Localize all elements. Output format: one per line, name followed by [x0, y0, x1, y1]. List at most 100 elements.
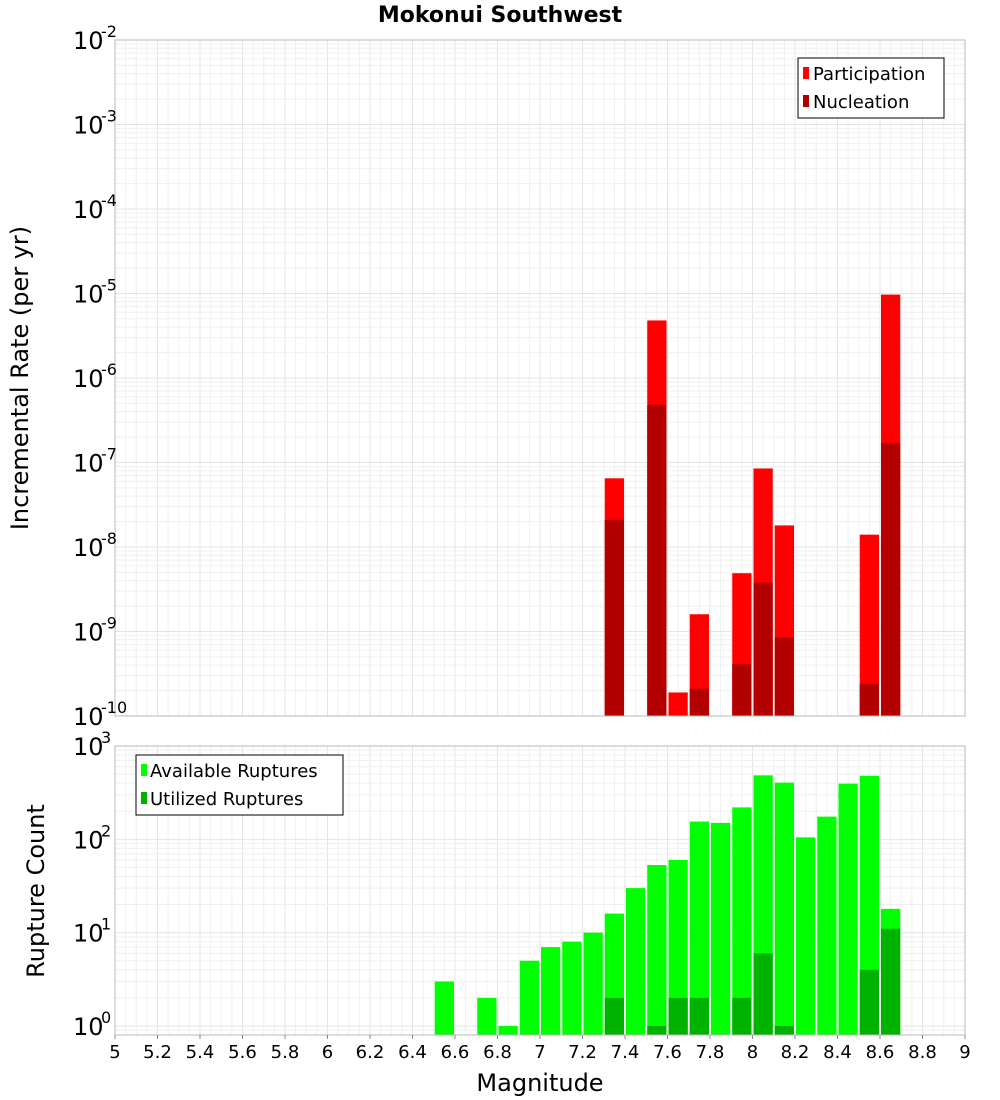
- x-tick-label: 8.8: [908, 1042, 937, 1063]
- bottom-bars: [434, 775, 901, 1035]
- top-bar-nucleation: [732, 664, 752, 716]
- top-y-axis-label: Incremental Rate (per yr): [6, 226, 34, 530]
- legend-label-participation: Participation: [813, 64, 925, 85]
- top-bar-participation: [668, 692, 688, 716]
- bottom-bar-utilized-ruptures: [774, 1025, 794, 1035]
- top-y-tick: 10-2: [73, 22, 117, 55]
- x-tick-label: 8.6: [866, 1042, 895, 1063]
- top-y-tick-base: 10: [73, 27, 104, 55]
- top-y-tick: 10-4: [73, 191, 117, 224]
- top-y-tick-exponent: -10: [101, 698, 127, 717]
- x-tick-label: 7.2: [568, 1042, 597, 1063]
- legend-swatch-nucleation: [803, 95, 809, 107]
- x-ticks: 5 5.2 5.4 5.6 5.8 6 6.2 6.4 6.6 6.8 7 7.2 7.4 7.6 7.8 8…: [109, 1035, 971, 1063]
- top-y-tick-base: 10: [73, 703, 104, 731]
- x-tick-label: 8: [747, 1042, 758, 1063]
- top-grid: [114, 39, 966, 717]
- x-tick-label: 6.8: [483, 1042, 512, 1063]
- bottom-legend-box: [135, 754, 344, 816]
- legend-swatch-participation: [803, 67, 809, 79]
- bottom-bar-available-ruptures: [626, 888, 646, 1035]
- bottom-bar-available-ruptures: [711, 822, 731, 1035]
- x-tick-label: 6.6: [441, 1042, 470, 1063]
- top-bar-nucleation: [753, 582, 773, 716]
- bottom-y-tick: 100: [73, 1008, 111, 1041]
- legend-label-available: Available Ruptures: [150, 761, 318, 782]
- bottom-bar-available-ruptures: [498, 1025, 518, 1035]
- bottom-legend: Available Ruptures Utilized Ruptures: [135, 754, 344, 816]
- top-y-tick-exponent: -2: [101, 22, 117, 41]
- x-tick-label: 7.4: [611, 1042, 640, 1063]
- x-tick-label: 9: [959, 1042, 970, 1063]
- x-tick-label: 6.2: [356, 1042, 385, 1063]
- bottom-bar-available-ruptures: [838, 783, 858, 1035]
- x-tick-label: 6.4: [398, 1042, 427, 1063]
- x-tick-label: 7: [534, 1042, 545, 1063]
- top-y-tick-base: 10: [73, 112, 104, 140]
- bottom-y-tick-base: 10: [73, 920, 104, 948]
- top-y-tick-base: 10: [73, 196, 104, 224]
- bottom-bar-available-ruptures: [647, 865, 667, 1035]
- bottom-y-tick-base: 10: [73, 733, 104, 761]
- bottom-bar-utilized-ruptures: [668, 997, 688, 1035]
- bottom-bar-utilized-ruptures: [859, 969, 879, 1035]
- x-tick-label: 8.4: [823, 1042, 852, 1063]
- top-panel: 10-210-310-410-510-610-710-810-910-10 In…: [6, 22, 966, 731]
- top-bar-participation: [859, 534, 879, 716]
- top-y-tick: 10-10: [73, 698, 127, 731]
- bottom-bar-available-ruptures: [562, 941, 582, 1035]
- bottom-bar-available-ruptures: [774, 782, 794, 1035]
- top-y-tick: 10-8: [73, 529, 117, 562]
- top-bars: [604, 294, 901, 716]
- x-axis-label: Magnitude: [476, 1069, 603, 1097]
- bottom-bar-available-ruptures: [583, 932, 603, 1035]
- top-y-tick-base: 10: [73, 450, 104, 478]
- bottom-bar-available-ruptures: [668, 860, 688, 1035]
- bottom-bar-utilized-ruptures: [732, 997, 752, 1035]
- top-y-tick-base: 10: [73, 534, 104, 562]
- top-y-tick-exponent: -9: [101, 614, 117, 633]
- top-bar-nucleation: [647, 404, 667, 716]
- bottom-y-tick-exponent: 1: [101, 915, 111, 934]
- top-y-tick-exponent: -3: [101, 107, 117, 126]
- x-tick-label: 6: [322, 1042, 333, 1063]
- bottom-y-tick-exponent: 2: [101, 821, 111, 840]
- legend-swatch-available: [141, 764, 147, 776]
- bottom-bar-utilized-ruptures: [753, 953, 773, 1035]
- top-y-tick: 10-5: [73, 276, 117, 309]
- top-y-tick: 10-6: [73, 360, 117, 393]
- top-bar-nucleation: [604, 519, 624, 716]
- chart-title: Mokonui Southwest: [378, 3, 623, 28]
- top-bar-nucleation: [859, 683, 879, 716]
- top-y-tick: 10-9: [73, 614, 117, 647]
- top-y-tick-exponent: -8: [101, 529, 117, 548]
- top-plot-border: [114, 39, 966, 717]
- top-bar-nucleation: [881, 443, 901, 716]
- bottom-bar-available-ruptures: [796, 837, 816, 1035]
- bottom-bar-available-ruptures: [541, 947, 561, 1035]
- x-tick-label: 5.4: [186, 1042, 215, 1063]
- bottom-y-tick: 102: [73, 821, 111, 854]
- legend-swatch-utilized: [141, 792, 147, 804]
- top-y-tick-exponent: -6: [101, 360, 117, 379]
- top-y-tick: 10-3: [73, 107, 117, 140]
- top-bar-nucleation: [774, 637, 794, 716]
- bottom-y-tick: 101: [73, 915, 111, 948]
- x-tick-label: 5: [109, 1042, 120, 1063]
- top-y-ticks: 10-210-310-410-510-610-710-810-910-10: [73, 22, 127, 731]
- legend-label-utilized: Utilized Ruptures: [150, 789, 303, 810]
- bottom-bar-available-ruptures: [477, 997, 497, 1035]
- bottom-y-tick-exponent: 3: [101, 728, 111, 747]
- bottom-bar-available-ruptures: [732, 807, 752, 1035]
- bottom-y-tick-base: 10: [73, 826, 104, 854]
- bottom-y-axis-label: Rupture Count: [22, 804, 50, 978]
- top-bar-nucleation: [689, 688, 709, 716]
- x-tick-label: 7.8: [696, 1042, 725, 1063]
- bottom-bar-utilized-ruptures: [647, 1025, 667, 1035]
- bottom-bar-utilized-ruptures: [689, 997, 709, 1035]
- bottom-bar-available-ruptures: [817, 816, 837, 1035]
- bottom-y-tick: 103: [73, 728, 111, 761]
